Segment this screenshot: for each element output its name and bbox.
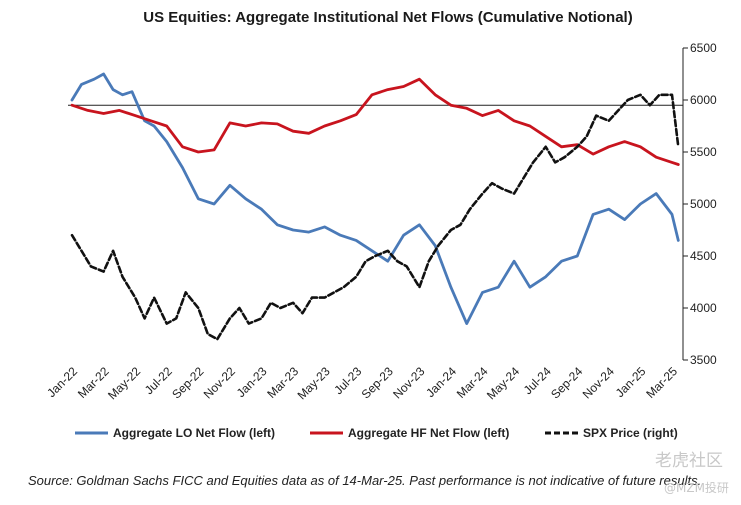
series-line: [70, 72, 680, 326]
right-tick-label: 3500: [690, 353, 717, 367]
x-tick-label: Mar-22: [75, 364, 112, 401]
source-note: Source: Goldman Sachs FICC and Equities …: [28, 473, 701, 488]
right-tick-label: 4000: [690, 301, 717, 315]
x-tick-label: May-23: [295, 364, 333, 402]
legend-label-hf: Aggregate HF Net Flow (left): [348, 426, 509, 440]
right-axis-ticks: 3500 4000 4500 5000 5500 6000 6500: [683, 41, 717, 367]
right-tick-label: 6000: [690, 93, 717, 107]
x-tick-label: Mar-24: [454, 364, 491, 401]
x-tick-label: Sep-23: [359, 364, 396, 401]
x-tick-label: Mar-23: [264, 364, 301, 401]
series-line: [70, 77, 680, 166]
right-tick-label: 4500: [690, 249, 717, 263]
right-tick-label: 6500: [690, 41, 717, 55]
legend-label-spx: SPX Price (right): [583, 426, 678, 440]
x-tick-label: Sep-24: [548, 364, 585, 401]
x-tick-label: Nov-22: [201, 364, 238, 401]
plot-area: [68, 72, 683, 341]
x-tick-label: Jan-23: [234, 364, 270, 400]
x-tick-label: Jan-22: [44, 364, 80, 400]
series-spx-price: [70, 93, 680, 341]
x-tick-label: Nov-23: [390, 364, 427, 401]
right-tick-label: 5000: [690, 197, 717, 211]
x-tick-label: May-24: [484, 364, 522, 402]
series-lo-net-flow: [70, 72, 680, 326]
watermark-line1: 老虎社区: [655, 451, 723, 471]
x-tick-label: Jan-24: [423, 364, 459, 400]
series-line: [70, 93, 680, 341]
x-tick-label: Mar-25: [643, 364, 680, 401]
watermark: 老虎社区 @MZM投研: [655, 451, 729, 495]
chart-title: US Equities: Aggregate Institutional Net…: [143, 9, 632, 26]
legend-label-lo: Aggregate LO Net Flow (left): [113, 426, 275, 440]
x-tick-label: Sep-22: [169, 364, 206, 401]
x-tick-label: May-22: [105, 364, 143, 402]
x-tick-label: Nov-24: [580, 364, 617, 401]
legend: Aggregate LO Net Flow (left) Aggregate H…: [75, 426, 678, 440]
x-tick-label: Jan-25: [613, 364, 649, 400]
x-axis-ticks: Jan-22Mar-22May-22Jul-22Sep-22Nov-22Jan-…: [44, 364, 680, 402]
right-tick-label: 5500: [690, 145, 717, 159]
series-hf-net-flow: [70, 77, 680, 166]
watermark-line2: @MZM投研: [664, 480, 729, 495]
